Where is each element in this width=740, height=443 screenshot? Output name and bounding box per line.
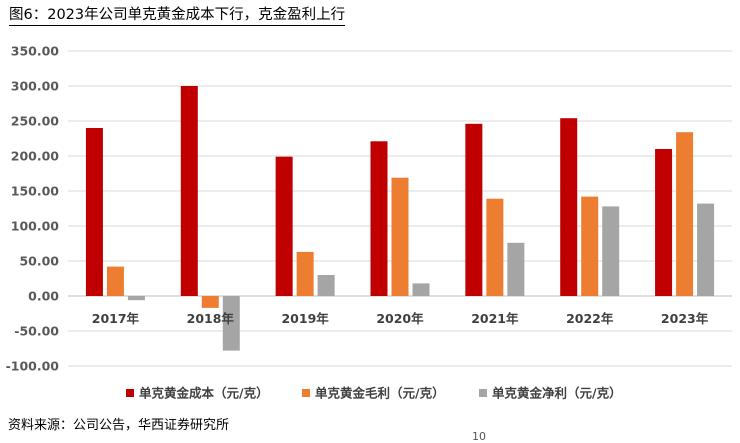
- legend-label: 单克黄金净利（元/克）: [492, 386, 622, 401]
- source-note: 资料来源：公司公告，华西证券研究所: [8, 418, 230, 433]
- y-tick-label: 150.00: [11, 184, 60, 199]
- bar-2-4: [391, 177, 409, 296]
- y-axis: -100.00 -50.00 0.00 50.00 100.00 150.00 200.00…: [6, 44, 60, 374]
- x-axis: 2017年 2018年 2019年 2020年 2021年 2022年 2023年: [92, 311, 709, 326]
- bar-2-3: [296, 251, 314, 296]
- bar-3-6: [602, 206, 620, 296]
- bar-3-5: [507, 242, 525, 296]
- x-category-label: 2019年: [281, 311, 329, 326]
- y-tick-label: 300.00: [11, 79, 60, 94]
- legend-swatch: [302, 389, 310, 397]
- legend-swatch: [479, 389, 487, 397]
- y-tick-label: 100.00: [11, 219, 60, 234]
- bar-1-5: [465, 123, 483, 296]
- bar-1-3: [275, 156, 293, 296]
- bar-1-6: [560, 118, 578, 296]
- y-tick-label: -50.00: [14, 324, 59, 339]
- y-tick-label: 0.00: [28, 289, 59, 304]
- bar-3-7: [697, 203, 715, 296]
- legend: 单克黄金成本（元/克） 单克黄金毛利（元/克） 单克黄金净利（元/克）: [126, 386, 622, 401]
- bar-3-4: [412, 283, 430, 296]
- bar-3-3: [317, 275, 335, 296]
- bar-2-6: [581, 196, 599, 296]
- bar-series-group: [85, 86, 715, 351]
- y-tick-label: 250.00: [11, 114, 60, 129]
- x-category-label: 2017年: [92, 311, 140, 326]
- x-category-label: 2020年: [376, 311, 424, 326]
- figure-title: 图6：2023年公司单克黄金成本下行，克金盈利上行: [9, 6, 346, 26]
- bar-3-1: [127, 296, 145, 301]
- bar-2-2: [201, 296, 219, 308]
- legend-label: 单克黄金成本（元/克）: [139, 386, 269, 401]
- bar-2-5: [486, 198, 504, 296]
- legend-label: 单克黄金毛利（元/克）: [315, 386, 445, 401]
- y-tick-label: -100.00: [6, 359, 60, 374]
- y-tick-label: 200.00: [11, 149, 60, 164]
- x-category-label: 2023年: [661, 311, 709, 326]
- bar-1-7: [655, 149, 673, 296]
- bar-1-4: [370, 141, 388, 296]
- legend-swatch: [126, 389, 134, 397]
- bar-1-2: [180, 86, 198, 296]
- bar-1-1: [85, 128, 103, 296]
- x-category-label: 2022年: [566, 311, 614, 326]
- bar-3-2: [222, 296, 240, 351]
- bar-2-1: [106, 266, 124, 296]
- y-tick-label: 350.00: [11, 44, 60, 59]
- x-category-label: 2021年: [471, 311, 519, 326]
- y-tick-label: 50.00: [19, 254, 59, 269]
- x-category-label: 2018年: [187, 311, 235, 326]
- bar-2-7: [676, 132, 694, 296]
